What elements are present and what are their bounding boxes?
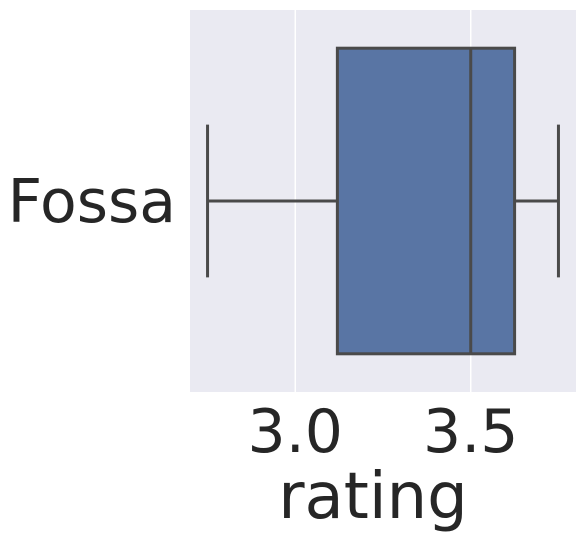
x-tick-label: 3.0 <box>248 397 343 467</box>
x-axis-label: rating <box>278 460 468 534</box>
x-tick-label: 3.5 <box>423 397 518 467</box>
iqr-box <box>335 46 517 356</box>
y-category-label: Fossa <box>8 167 176 237</box>
x-tick-labels: 3.0 3.5 <box>248 397 519 467</box>
y-category-labels: Fossa <box>8 167 176 237</box>
box-series <box>206 46 560 356</box>
